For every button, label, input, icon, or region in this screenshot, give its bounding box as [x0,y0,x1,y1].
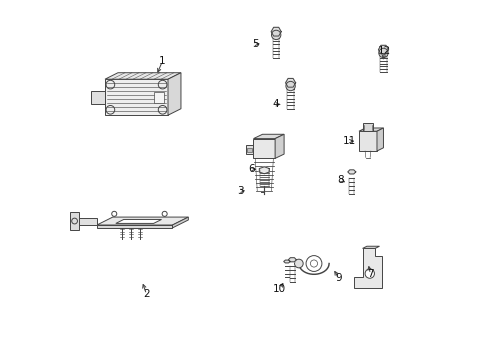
Circle shape [285,81,295,91]
Polygon shape [270,27,281,36]
Text: 7: 7 [366,269,373,279]
Polygon shape [347,170,355,174]
Text: 10: 10 [273,284,286,294]
Text: 8: 8 [337,175,344,185]
Polygon shape [275,134,284,158]
Text: 1: 1 [159,56,165,66]
Polygon shape [283,260,289,263]
Circle shape [294,259,303,268]
Polygon shape [353,248,382,288]
Polygon shape [105,73,181,79]
Polygon shape [70,218,97,225]
Polygon shape [253,134,284,139]
Polygon shape [105,79,168,115]
Text: 4: 4 [272,99,279,109]
Text: 2: 2 [143,289,150,300]
Polygon shape [358,128,383,131]
Polygon shape [378,45,387,54]
Polygon shape [70,212,79,230]
Bar [246,148,251,153]
Polygon shape [172,217,188,228]
Polygon shape [168,73,181,115]
Text: 9: 9 [335,273,342,283]
Polygon shape [288,258,296,262]
Text: 12: 12 [378,46,391,56]
Polygon shape [90,91,105,104]
Circle shape [365,269,374,278]
Polygon shape [376,128,383,151]
Polygon shape [97,225,172,228]
Circle shape [271,30,280,40]
Bar [362,123,373,131]
Polygon shape [245,144,253,154]
Text: 11: 11 [342,136,356,146]
Circle shape [378,48,387,58]
Polygon shape [97,217,188,225]
Bar [358,131,376,151]
Text: 6: 6 [248,164,254,174]
Text: 3: 3 [236,186,243,196]
Text: 5: 5 [251,39,258,49]
Bar [253,139,275,158]
Polygon shape [259,167,269,174]
Polygon shape [285,78,295,87]
Polygon shape [116,220,161,224]
Bar [153,92,164,103]
Polygon shape [362,246,379,248]
